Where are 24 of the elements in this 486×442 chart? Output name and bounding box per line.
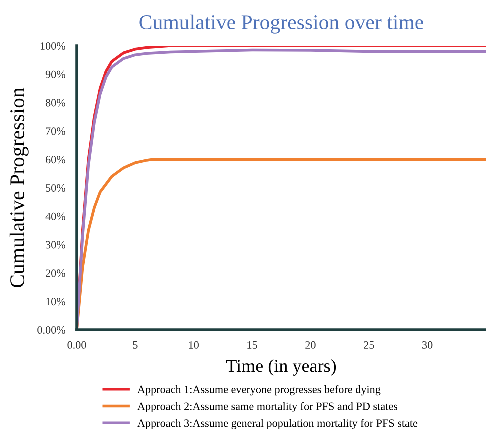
y-tick-label: 60% [46, 156, 66, 164]
x-tick-label: 0.00 [68, 341, 86, 349]
x-tick-label: 10 [189, 341, 199, 349]
x-tick-label: 25 [364, 341, 374, 349]
y-tick-label: 90% [46, 70, 66, 78]
x-tick-label: 15 [248, 341, 258, 349]
x-tick-label: 30 [422, 341, 433, 349]
y-tick-label: 40% [46, 212, 66, 220]
x-tick-label: 5 [133, 342, 138, 349]
chart-title: Cumulative Progression over time [140, 14, 424, 34]
x-axis-title: Time (in years) [226, 360, 336, 376]
y-tick-label: 10% [46, 298, 66, 306]
legend-label: Approach 1:Assume everyone progresses before dying [138, 385, 381, 396]
y-axis-title: Cumulative Progression [10, 88, 29, 288]
y-tick-label: 0.00% [38, 326, 66, 334]
y-tick-label: 30% [46, 241, 66, 249]
y-tick-label: 100% [40, 42, 66, 50]
y-tick-label: 50% [46, 184, 66, 192]
legend-label: Approach 3:Assume general population mortality for PFS state [138, 419, 418, 430]
legend-label: Approach 2:Assume same mortality for PFS and PD states [138, 402, 398, 413]
y-tick-label: 20% [46, 270, 66, 278]
y-tick-label: 80% [46, 99, 66, 107]
y-tick-label: 70% [46, 128, 66, 136]
x-tick-label: 20 [306, 341, 316, 349]
